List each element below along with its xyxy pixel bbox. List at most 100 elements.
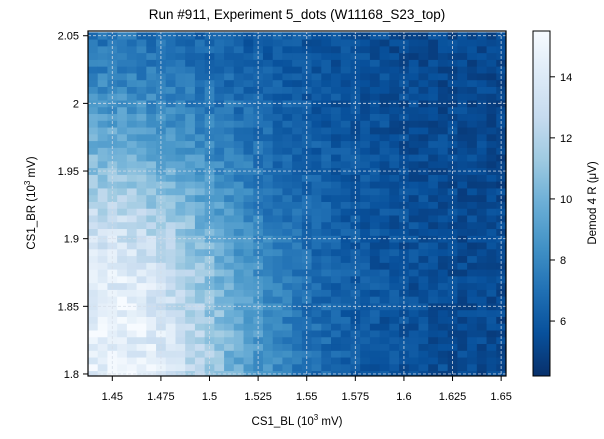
heatmap-cell (97, 275, 108, 284)
heatmap-cell (301, 45, 313, 54)
heatmap-cell (224, 140, 235, 148)
heatmap-cell (272, 120, 283, 128)
heatmap-cell (428, 228, 439, 236)
heatmap-cell (282, 45, 293, 54)
heatmap-cell (418, 79, 429, 87)
heatmap-cell (156, 106, 167, 115)
heatmap-cell (467, 316, 478, 324)
heatmap-cell (185, 174, 196, 182)
heatmap-cell (360, 215, 371, 223)
heatmap-cell (360, 262, 371, 270)
heatmap-cell (214, 323, 225, 331)
heatmap-cell (146, 154, 157, 162)
heatmap-cell (428, 282, 439, 290)
heatmap-cell (379, 194, 390, 202)
heatmap-cell (496, 127, 506, 135)
heatmap-cell (437, 350, 449, 358)
heatmap-cell (282, 201, 293, 209)
heatmap-cell (379, 350, 390, 358)
heatmap-cell (418, 221, 429, 230)
heatmap-cell (272, 235, 283, 243)
heatmap-cell (331, 52, 342, 60)
heatmap-cell (97, 208, 108, 216)
heatmap-cell (418, 343, 429, 351)
heatmap-cell (360, 154, 371, 162)
heatmap-cell (476, 120, 488, 128)
heatmap-cell (360, 59, 371, 67)
heatmap-cell (379, 127, 390, 135)
heatmap-cell (97, 154, 108, 162)
heatmap-cell (437, 86, 449, 94)
heatmap-cell (136, 282, 147, 290)
heatmap-cell (272, 181, 283, 189)
heatmap-cell (457, 100, 468, 108)
heatmap-cell (243, 147, 254, 155)
heatmap-cell (457, 39, 468, 47)
heatmap-cell (457, 357, 468, 365)
heatmap-cell (486, 93, 497, 101)
heatmap-cell (292, 72, 303, 81)
heatmap-cell (146, 133, 157, 142)
heatmap-cell (136, 357, 147, 365)
heatmap-cell (214, 269, 225, 277)
heatmap-cell (175, 140, 186, 148)
heatmap-cell (126, 93, 138, 101)
heatmap-cell (311, 350, 322, 358)
heatmap-cell (233, 296, 245, 304)
heatmap-cell (175, 215, 186, 223)
heatmap-cell (165, 248, 176, 257)
heatmap-cell (156, 86, 167, 94)
heatmap-cell (350, 242, 361, 250)
heatmap-cell (146, 66, 157, 74)
heatmap-cell (282, 255, 293, 263)
heatmap-cell (214, 45, 225, 54)
heatmap-cell (97, 59, 108, 67)
heatmap-cell (408, 336, 420, 345)
heatmap-cell (301, 140, 313, 148)
heatmap-cell (437, 127, 449, 135)
heatmap-cell (194, 228, 206, 236)
heatmap-cell (156, 147, 167, 155)
heatmap-cell (165, 296, 176, 304)
heatmap-cell (350, 140, 361, 148)
heatmap-cell (311, 187, 322, 196)
heatmap-cell (233, 194, 245, 202)
heatmap-cell (399, 242, 410, 250)
heatmap-cell (311, 106, 322, 115)
heatmap-cell (214, 201, 225, 209)
heatmap-cell (272, 133, 283, 142)
x-tick-label: 1.475 (147, 391, 175, 403)
heatmap-cell (292, 330, 303, 338)
heatmap-cell (97, 248, 108, 257)
heatmap-cell (331, 363, 342, 372)
heatmap-cell (389, 133, 400, 142)
heatmap-cell (204, 296, 215, 304)
heatmap-cell (379, 262, 390, 270)
heatmap-cell (233, 282, 245, 290)
heatmap-cell (379, 221, 390, 230)
heatmap-cell (399, 106, 410, 115)
heatmap-cell (253, 296, 264, 304)
heatmap-cell (233, 181, 245, 189)
heatmap-cell (408, 194, 420, 202)
heatmap-cell (418, 269, 429, 277)
heatmap-cell (175, 93, 186, 101)
heatmap-cell (389, 221, 400, 230)
heatmap-cell (467, 66, 478, 74)
heatmap-cell (165, 127, 176, 135)
heatmap-cell (311, 275, 322, 284)
heatmap-cell (340, 52, 351, 60)
heatmap-cell (272, 323, 283, 331)
heatmap-cell (408, 215, 420, 223)
heatmap-cell (399, 201, 410, 209)
heatmap-cell (447, 255, 458, 263)
heatmap-cell (117, 154, 128, 162)
heatmap-cell (311, 174, 322, 182)
heatmap-cell (340, 201, 351, 209)
heatmap-cell (350, 336, 361, 345)
heatmap-cell (292, 194, 303, 202)
heatmap-cell (262, 106, 274, 115)
heatmap-cell (418, 363, 429, 372)
heatmap-cell (311, 228, 322, 236)
heatmap-cell (165, 160, 176, 169)
